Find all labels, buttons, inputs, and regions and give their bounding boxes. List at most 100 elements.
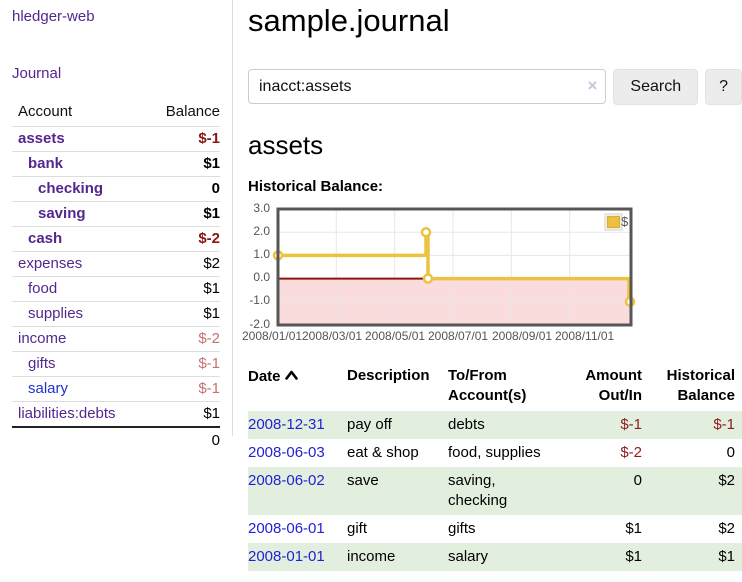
account-balance: $2 xyxy=(203,255,220,272)
x-axis-tick: 2008/01/01 xyxy=(242,329,303,343)
page-title: sample.journal xyxy=(248,3,450,38)
x-axis-tick: 2008/05/01 xyxy=(365,329,426,343)
account-link-cash[interactable]: cash xyxy=(28,230,63,247)
account-balance: $1 xyxy=(203,280,220,297)
y-axis-tick: -1.0 xyxy=(249,293,270,307)
y-axis-tick: 0.0 xyxy=(253,270,270,284)
x-axis-tick: 2008/09/01 xyxy=(492,329,553,343)
transaction-description: save xyxy=(347,467,448,515)
account-balance: $-1 xyxy=(198,355,220,372)
transaction-amount: $1 xyxy=(625,520,642,537)
account-heading: assets xyxy=(248,130,324,160)
account-row: assets $-1 xyxy=(12,126,220,151)
account-link-saving[interactable]: saving xyxy=(38,205,86,222)
account-balance: $-1 xyxy=(198,130,220,147)
transaction-row: 2008-06-03 eat & shop food, supplies $-2… xyxy=(248,439,742,467)
transaction-date-link[interactable]: 2008-01-01 xyxy=(248,548,325,565)
main-content: sample.journal × Search ? assets Histori… xyxy=(242,0,742,571)
account-link-supplies[interactable]: supplies xyxy=(28,305,84,322)
chart-title: Historical Balance: xyxy=(248,178,384,195)
search-form: × Search ? xyxy=(248,69,742,105)
transaction-amount: $-1 xyxy=(548,411,642,439)
account-column-header: Account xyxy=(18,103,73,120)
account-row: gifts $-1 xyxy=(12,351,220,376)
date-column-header[interactable]: Date xyxy=(248,364,347,411)
help-button[interactable]: ? xyxy=(705,69,742,105)
transaction-accounts: gifts xyxy=(448,520,476,537)
account-link-gifts[interactable]: gifts xyxy=(28,355,56,372)
account-balance: $1 xyxy=(203,155,220,172)
register-table: Date Description To/From Account(s) Amou… xyxy=(248,364,742,571)
account-link-food[interactable]: food xyxy=(28,280,58,297)
transaction-row: 2008-01-01 income salary $1 $1 xyxy=(248,543,742,571)
transaction-description: pay off xyxy=(347,411,448,439)
register-header-row: Date Description To/From Account(s) Amou… xyxy=(248,364,742,411)
accounts-column-header: To/From Account(s) xyxy=(448,367,527,404)
x-axis-tick: 2008/03/01 xyxy=(302,329,363,343)
transaction-amount: $-2 xyxy=(620,444,642,461)
app-title-link[interactable]: hledger-web xyxy=(12,8,95,25)
accounts-table-header: Account Balance xyxy=(12,100,220,126)
transaction-accounts: saving, checking xyxy=(448,467,548,515)
account-balance: $-1 xyxy=(198,380,220,397)
account-link-bank[interactable]: bank xyxy=(28,155,64,172)
transaction-amount: 0 xyxy=(548,467,642,515)
account-link-liabilities-debts[interactable]: liabilities:debts xyxy=(18,405,116,422)
transaction-row: 2008-12-31 pay off debts $-1 $-1 xyxy=(248,411,742,439)
transaction-accounts: food, supplies xyxy=(448,444,541,461)
transaction-amount: $1 xyxy=(548,543,642,571)
transaction-description: income xyxy=(347,543,448,571)
y-axis-tick: 1.0 xyxy=(253,247,270,261)
transaction-date-link[interactable]: 2008-06-02 xyxy=(248,472,325,489)
y-axis-tick: -2.0 xyxy=(249,317,270,331)
account-link-expenses[interactable]: expenses xyxy=(18,255,83,272)
transaction-date-link[interactable]: 2008-12-31 xyxy=(248,416,325,433)
account-balance: $-2 xyxy=(198,330,220,347)
account-row: cash $-2 xyxy=(12,226,220,251)
sidebar-item-journal[interactable]: Journal xyxy=(12,65,62,82)
transaction-balance: $2 xyxy=(642,467,742,515)
x-axis-tick: 2008/11/01 xyxy=(555,329,615,343)
account-balance: $1 xyxy=(203,205,220,222)
account-link-assets[interactable]: assets xyxy=(18,130,65,147)
sort-asc-icon xyxy=(284,366,298,386)
description-column-header: Description xyxy=(347,367,430,384)
account-row: checking 0 xyxy=(12,176,220,201)
account-row: saving $1 xyxy=(12,201,220,226)
legend-label: $ xyxy=(621,214,629,229)
legend-swatch-icon xyxy=(604,213,623,231)
account-row: supplies $1 xyxy=(12,301,220,326)
account-row: income $-2 xyxy=(12,326,220,351)
balance-column-header: Balance xyxy=(165,103,220,120)
accounts-total: 0 xyxy=(12,426,220,453)
transaction-balance: $2 xyxy=(718,520,735,537)
account-balance: 0 xyxy=(211,180,220,197)
account-balance: $1 xyxy=(203,305,220,322)
account-balance: $-2 xyxy=(198,230,220,247)
account-link-salary[interactable]: salary xyxy=(28,380,69,397)
chart-canvas xyxy=(272,207,636,327)
transaction-balance: 0 xyxy=(726,444,735,461)
transaction-date-link[interactable]: 2008-06-03 xyxy=(248,444,325,461)
transaction-row: 2008-06-01 gift gifts $1 $2 xyxy=(248,515,742,543)
clear-search-icon[interactable]: × xyxy=(587,76,598,95)
y-axis-tick: 2.0 xyxy=(253,224,270,238)
transaction-description: gift xyxy=(347,520,368,537)
transaction-date-link[interactable]: 2008-06-01 xyxy=(248,520,325,537)
search-input[interactable] xyxy=(248,69,607,104)
account-link-checking[interactable]: checking xyxy=(38,180,104,197)
historical-balance-chart: $ 3.0 2.0 1.0 0.0 -1.0 -2.0 2008/01/01 2… xyxy=(240,201,640,348)
account-row: food $1 xyxy=(12,276,220,301)
y-axis-tick: 3.0 xyxy=(253,201,270,215)
transaction-row: 2008-06-02 save saving, checking 0 $2 xyxy=(248,467,742,515)
account-balance: $1 xyxy=(203,405,220,422)
account-row: bank $1 xyxy=(12,151,220,176)
account-row: salary $-1 xyxy=(12,376,220,401)
account-row: expenses $2 xyxy=(12,251,220,276)
sidebar: hledger-web Journal Account Balance asse… xyxy=(0,0,233,449)
account-row: liabilities:debts $1 xyxy=(12,401,220,426)
account-link-income[interactable]: income xyxy=(18,330,67,347)
transaction-balance: $-1 xyxy=(642,411,742,439)
search-button[interactable]: Search xyxy=(613,69,699,105)
